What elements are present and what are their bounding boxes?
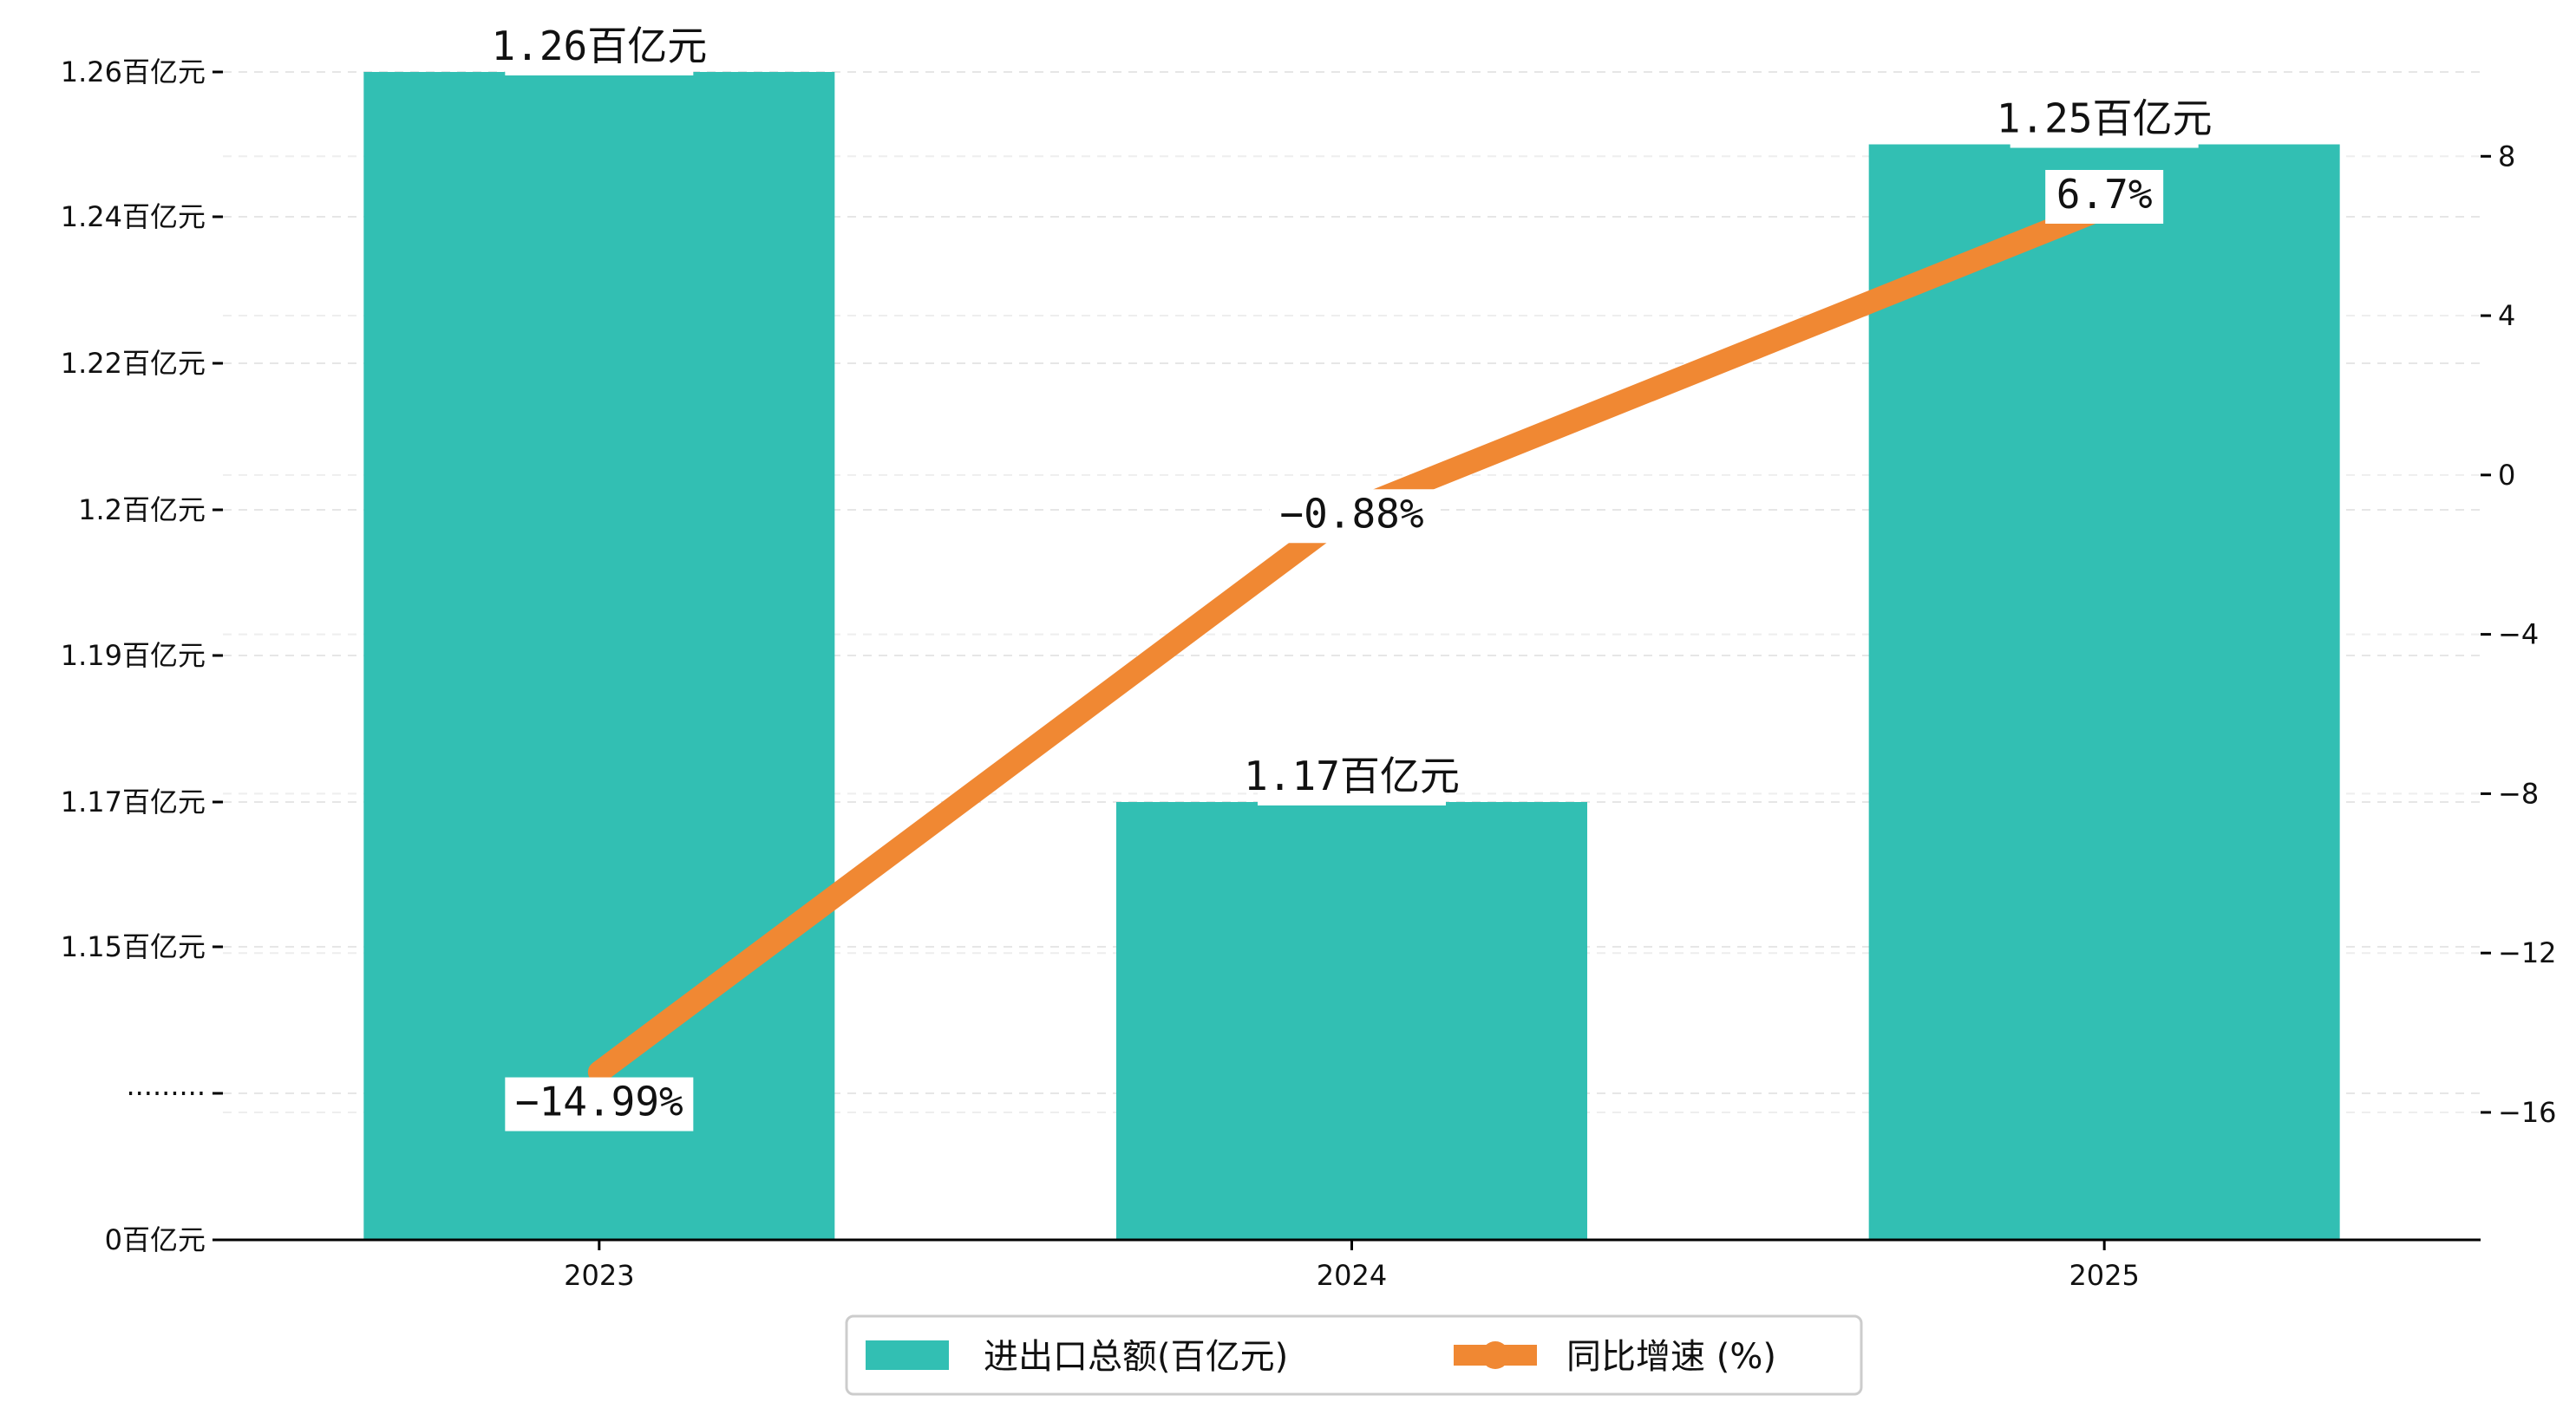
left-tick-label: 0百亿元 xyxy=(105,1223,206,1256)
left-tick-label: 1.24百亿元 xyxy=(61,200,206,233)
axes: 0百亿元 ········· 1.15百亿元 1.17百亿元 1.19百亿元 1.2百亿元… xyxy=(61,55,2557,1292)
right-tick-label: −16 xyxy=(2498,1096,2557,1129)
bar-label-2025-bg xyxy=(2010,94,2199,148)
bar-2023 xyxy=(363,72,835,1240)
bar-label-2023-bg xyxy=(505,22,694,75)
left-tick-label: 1.15百亿元 xyxy=(61,930,206,963)
legend: 进出口总额(百亿元) 同比增速 (%) xyxy=(845,1314,1863,1396)
growth-label-2024-text: −0.88% xyxy=(1279,490,1423,537)
x-tick-label: 2023 xyxy=(564,1259,634,1292)
legend-label-bar: 进出口总额(百亿元) xyxy=(984,1337,1288,1377)
bar-label-2024: 1.17百亿元 xyxy=(1244,752,1460,805)
left-tick-label: 1.2百亿元 xyxy=(78,493,206,526)
growth-label-2023-text: −14.99% xyxy=(515,1079,683,1125)
legend-swatch-marker xyxy=(1481,1341,1509,1369)
left-tick-label: 1.19百亿元 xyxy=(61,639,206,672)
right-tick-label: 8 xyxy=(2498,140,2515,173)
x-tick-label: 2025 xyxy=(2069,1259,2139,1292)
right-tick-label: 0 xyxy=(2498,459,2515,492)
data-labels: 1.26百亿元 1.17百亿元 1.25百亿元 −14.99% −0.88% 6.7% xyxy=(491,22,2213,1131)
right-tick-label: 4 xyxy=(2498,299,2515,332)
right-tick-label: −8 xyxy=(2498,777,2539,810)
growth-label-2025-text: 6.7% xyxy=(2056,171,2153,218)
left-tick-label: 1.17百亿元 xyxy=(61,786,206,818)
growth-label-2025: 6.7% xyxy=(2045,170,2164,224)
legend-label-line: 同比增速 (%) xyxy=(1566,1337,1776,1377)
bar-label-2024-bg xyxy=(1258,752,1446,805)
legend-swatch-bar xyxy=(866,1340,949,1370)
bar-2024 xyxy=(1116,802,1587,1240)
bar-label-2024-text: 1.17百亿元 xyxy=(1244,753,1460,799)
growth-label-2024-bg xyxy=(1269,489,1435,544)
bar-label-2023: 1.26百亿元 xyxy=(491,22,707,75)
growth-label-2024: −0.88% xyxy=(1269,489,1435,544)
growth-label-2023: −14.99% xyxy=(505,1077,694,1131)
left-tick-label: 1.22百亿元 xyxy=(61,347,206,380)
growth-label-2023-bg xyxy=(505,1077,694,1131)
left-tick-label: 1.26百亿元 xyxy=(61,55,206,88)
bar-2025 xyxy=(1868,144,2340,1240)
bar-label-2025: 1.25百亿元 xyxy=(1997,94,2213,148)
growth-label-2025-bg xyxy=(2045,170,2164,224)
bar-label-2025-text: 1.25百亿元 xyxy=(1997,95,2213,142)
right-tick-label: −4 xyxy=(2498,618,2539,651)
bar-series xyxy=(363,72,2340,1240)
left-tick-label: ········· xyxy=(126,1077,206,1110)
right-tick-label: −12 xyxy=(2498,936,2557,969)
bar-label-2023-text: 1.26百亿元 xyxy=(491,23,707,69)
x-tick-label: 2024 xyxy=(1317,1259,1387,1292)
legend-box xyxy=(845,1314,1863,1396)
